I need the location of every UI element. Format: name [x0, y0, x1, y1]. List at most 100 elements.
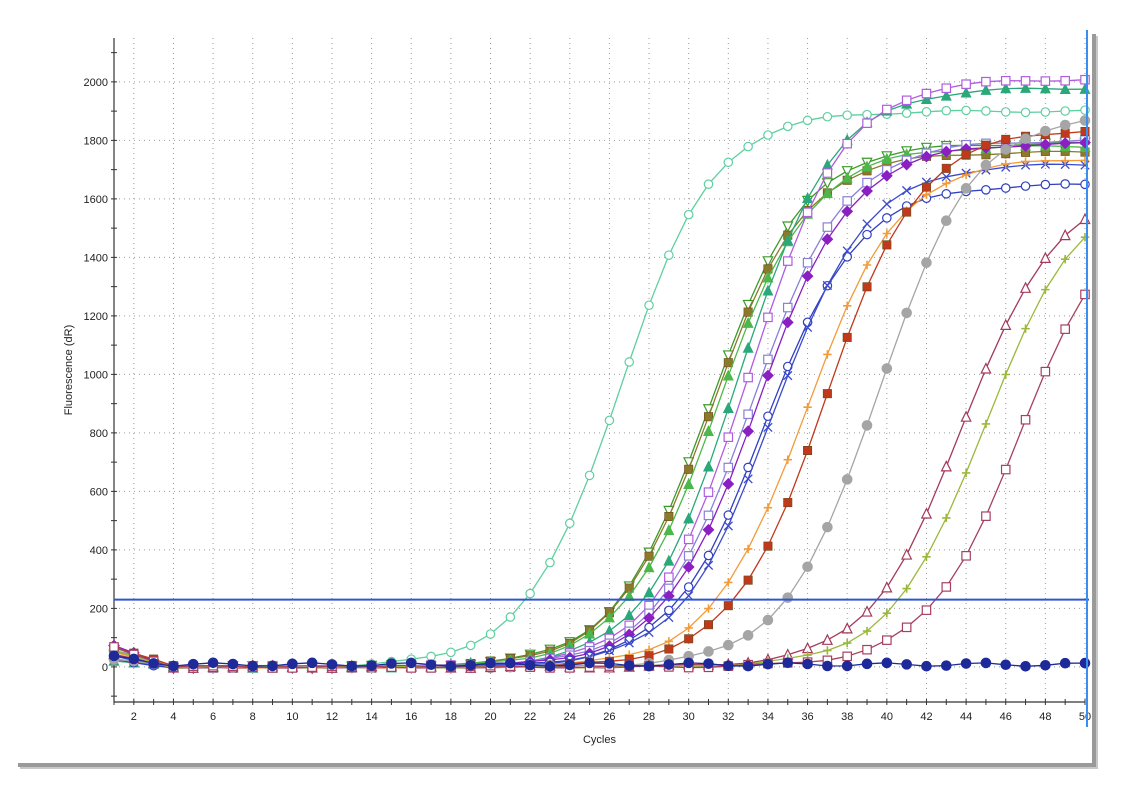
data-point — [940, 215, 952, 227]
data-point — [882, 609, 892, 618]
data-point — [941, 163, 951, 173]
data-point — [108, 650, 120, 662]
x-tick-label: 48 — [1039, 711, 1051, 723]
data-point — [861, 420, 873, 431]
data-point — [901, 622, 912, 633]
data-point — [664, 612, 674, 623]
x-axis-title: Cycles — [583, 734, 617, 746]
data-point — [743, 409, 753, 420]
data-point — [842, 332, 852, 342]
data-point — [783, 455, 792, 464]
data-point — [882, 213, 892, 223]
data-point — [942, 513, 951, 523]
data-point — [782, 256, 793, 266]
data-point — [742, 425, 755, 438]
data-point — [1000, 464, 1011, 475]
data-point — [961, 79, 971, 89]
data-point — [762, 284, 774, 296]
data-point — [545, 557, 555, 568]
data-point — [722, 369, 734, 381]
data-point — [882, 229, 892, 238]
y-tick-label: 2000 — [84, 77, 108, 89]
data-point — [843, 301, 852, 311]
data-point — [802, 658, 813, 670]
data-point — [1020, 107, 1031, 118]
data-point — [346, 660, 358, 672]
data-point — [684, 634, 694, 644]
data-point — [662, 590, 675, 602]
data-point — [1060, 254, 1070, 264]
y-tick-label: 200 — [90, 603, 108, 615]
data-point — [683, 534, 694, 545]
data-point — [1040, 125, 1051, 137]
data-point — [862, 229, 872, 240]
data-point — [287, 658, 298, 670]
data-point — [763, 503, 773, 512]
x-tick-label: 32 — [722, 711, 734, 723]
data-point — [842, 651, 853, 662]
data-point — [743, 474, 753, 484]
series-line — [113, 236, 1086, 669]
data-point — [525, 588, 535, 599]
data-point — [783, 498, 793, 508]
data-point — [664, 572, 674, 583]
data-point — [366, 660, 377, 671]
data-point — [901, 307, 912, 319]
data-point — [168, 660, 179, 672]
data-point — [763, 541, 773, 551]
series-line — [113, 142, 1086, 669]
x-tick-label: 6 — [210, 711, 216, 723]
data-point — [703, 658, 714, 669]
data-point — [763, 354, 773, 365]
data-point — [981, 419, 991, 429]
x-tick-label: 28 — [643, 711, 655, 723]
data-point — [842, 110, 853, 120]
data-point — [683, 477, 695, 489]
series-line — [113, 294, 1086, 669]
data-point — [1000, 318, 1012, 330]
data-point — [584, 657, 595, 669]
data-point — [702, 424, 714, 436]
x-tick-label: 50 — [1079, 711, 1091, 723]
data-point — [1040, 107, 1051, 117]
data-point — [623, 660, 635, 671]
data-point — [128, 653, 140, 665]
series-14 — [108, 212, 1091, 673]
data-point — [683, 551, 694, 561]
data-point — [644, 600, 654, 611]
data-point — [941, 582, 952, 592]
x-tick-label: 44 — [960, 711, 972, 723]
data-point — [782, 221, 794, 233]
data-point — [862, 260, 872, 270]
data-point — [822, 389, 832, 399]
data-point — [1001, 134, 1011, 144]
data-point — [1079, 212, 1091, 225]
data-point — [1000, 659, 1012, 671]
data-point — [703, 646, 714, 657]
data-point — [861, 160, 873, 172]
data-point — [960, 410, 972, 422]
data-point — [802, 191, 814, 204]
data-point — [901, 185, 912, 196]
data-point — [1020, 181, 1031, 191]
data-point — [604, 658, 615, 669]
data-point — [1039, 82, 1051, 94]
x-tick-label: 24 — [564, 711, 576, 723]
data-point — [783, 370, 793, 381]
data-point — [762, 271, 774, 283]
data-point — [841, 474, 853, 485]
data-point — [1001, 159, 1010, 169]
data-point — [564, 518, 575, 529]
data-point — [505, 612, 516, 622]
data-point — [1080, 74, 1090, 85]
data-point — [902, 207, 912, 217]
data-point — [841, 622, 853, 634]
data-point — [822, 280, 833, 291]
data-point — [941, 105, 952, 116]
x-tick-label: 20 — [484, 711, 496, 723]
series-15 — [109, 232, 1090, 673]
data-point — [1020, 81, 1032, 93]
data-point — [604, 415, 615, 426]
data-point — [961, 105, 971, 116]
